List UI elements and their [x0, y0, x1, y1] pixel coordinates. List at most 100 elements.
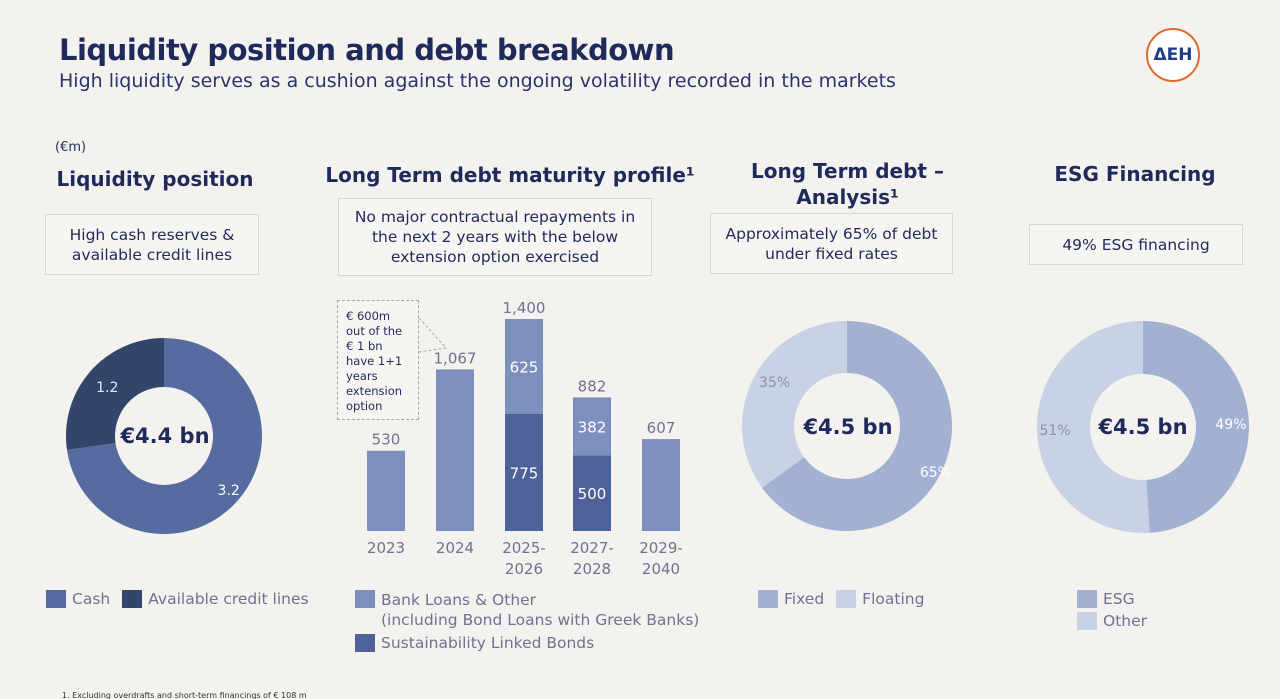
bar-segment-label: 625 — [510, 358, 539, 376]
legend-label-bank: Bank Loans & Other — [381, 591, 537, 609]
x-tick-label: 2024 — [436, 539, 474, 557]
legend-label-credit: Available credit lines — [148, 590, 309, 608]
bar-segment — [505, 413, 543, 531]
donut-value-label: 35% — [759, 375, 790, 391]
analysis-donut: 65% 35% — [742, 321, 952, 531]
bar-segment — [367, 450, 405, 531]
donut-value-label: 3.2 — [218, 483, 240, 499]
maturity-note-line3: extension option exercised — [390, 248, 600, 266]
maturity-bar-chart: 530 2023 1,067 2024 775 625 1,400 2025- 2026 500 3… — [367, 300, 683, 578]
donut-slice-fixed — [762, 321, 952, 531]
bar-segment — [505, 319, 543, 414]
x-tick-label: 2029- — [639, 539, 683, 557]
esg-center-label: €4.5 bn — [1098, 415, 1188, 439]
liquidity-legend: Cash Available credit lines — [46, 590, 309, 608]
donut-slice-other — [1037, 321, 1150, 533]
callout-line: extension — [346, 384, 403, 398]
esg-title: ESG Financing — [1054, 162, 1216, 186]
bar-total-label: 1,067 — [434, 349, 477, 367]
liquidity-center-label: €4.4 bn — [120, 424, 210, 448]
footnote: 1. Excluding overdrafts and short-term f… — [62, 691, 307, 699]
esg-note-line1: 49% ESG financing — [1062, 235, 1210, 254]
callout-line: option — [346, 399, 383, 413]
analysis-title-line2: Analysis¹ — [796, 185, 899, 209]
analysis-title: Long Term debt – Analysis¹ — [720, 158, 975, 210]
bar-total-label: 882 — [578, 377, 607, 395]
donut-slice-floating — [742, 321, 847, 488]
legend-swatch-floating — [836, 590, 857, 608]
x-tick-label: 2023 — [367, 539, 405, 557]
legend-item-bank: Bank Loans & Other (including Bond Loans… — [355, 590, 699, 630]
bar-segment — [436, 369, 474, 531]
bar-segment — [642, 439, 680, 531]
bar-total-label: 607 — [647, 419, 676, 437]
unit-label: (€m) — [55, 140, 87, 155]
maturity-note-box: No major contractual repayments in the n… — [338, 198, 652, 276]
bar-total-label: 1,400 — [503, 300, 546, 317]
legend-label-cash: Cash — [72, 590, 111, 608]
x-tick-label: 2026 — [505, 560, 543, 578]
page-subtitle: High liquidity serves as a cushion again… — [59, 70, 896, 92]
legend-label-slb: Sustainability Linked Bonds — [381, 634, 595, 652]
company-logo: ΔEH — [1146, 28, 1200, 82]
liquidity-note-box: High cash reserves & available credit li… — [45, 214, 259, 275]
donut-slice-cash — [66, 338, 262, 534]
legend-label-floating: Floating — [862, 590, 925, 608]
analysis-note-line1: Approximately 65% of debt — [725, 224, 938, 243]
liquidity-note-line2: available credit lines — [71, 245, 233, 264]
legend-swatch-other — [1077, 612, 1097, 630]
extension-callout: € 600m out of the € 1 bn have 1+1 years … — [337, 300, 419, 420]
liquidity-title: Liquidity position — [56, 167, 254, 191]
bar-segment — [573, 397, 611, 456]
legend-swatch-fixed — [758, 590, 778, 608]
legend-item-esg: ESG — [1077, 590, 1147, 608]
donut-slice-esg — [1143, 321, 1249, 533]
callout-line: years — [346, 369, 378, 383]
esg-donut: 49% 51% — [1037, 321, 1249, 533]
legend-swatch-bank — [355, 590, 375, 608]
callout-line: € 600m — [346, 309, 391, 323]
analysis-center-label: €4.5 bn — [803, 415, 893, 439]
bar-segment-label: 775 — [510, 464, 539, 482]
x-tick-label: 2027- — [570, 539, 614, 557]
donut-value-label: 65% — [920, 465, 951, 481]
esg-note-box: 49% ESG financing — [1029, 224, 1243, 265]
donut-value-label: 51% — [1039, 423, 1070, 439]
legend-label-esg: ESG — [1103, 590, 1135, 608]
callout-line: have 1+1 — [346, 354, 403, 368]
legend-swatch-slb — [355, 634, 375, 652]
esg-legend: ESG Other — [1077, 590, 1147, 630]
legend-swatch-esg — [1077, 590, 1097, 608]
bar-segment — [573, 455, 611, 531]
x-tick-label: 2040 — [642, 560, 680, 578]
x-tick-label: 2025- — [502, 539, 546, 557]
maturity-legend: Bank Loans & Other (including Bond Loans… — [355, 590, 699, 652]
maturity-note-line1: No major contractual repayments in — [354, 208, 636, 226]
donut-value-label: 1.2 — [96, 380, 118, 396]
liquidity-donut: 3.2 1.2 — [66, 338, 262, 534]
analysis-note-line2: under fixed rates — [765, 244, 898, 263]
maturity-note-line2: the next 2 years with the below — [371, 228, 619, 246]
analysis-title-line1: Long Term debt – — [751, 159, 944, 183]
legend-item-slb: Sustainability Linked Bonds — [355, 634, 699, 652]
donut-value-label: 49% — [1215, 417, 1246, 433]
page-title: Liquidity position and debt breakdown — [59, 33, 675, 67]
legend-swatch-credit — [122, 590, 143, 608]
callout-line: € 1 bn — [346, 339, 383, 353]
bar-segment-label: 382 — [578, 418, 607, 436]
analysis-note-box: Approximately 65% of debt under fixed ra… — [710, 213, 953, 274]
legend-label-bank-sub: (including Bond Loans with Greek Banks) — [381, 611, 700, 629]
x-tick-label: 2028 — [573, 560, 611, 578]
analysis-legend: Fixed Floating — [758, 590, 924, 608]
legend-label-fixed: Fixed — [784, 590, 825, 608]
bar-total-label: 530 — [372, 431, 401, 449]
maturity-title: Long Term debt maturity profile¹ — [325, 163, 695, 187]
bar-segment-label: 500 — [578, 485, 607, 503]
legend-item-other: Other — [1077, 612, 1147, 630]
legend-label-other: Other — [1103, 612, 1148, 630]
donut-slice-available-credit-lines — [66, 338, 164, 450]
callout-line: out of the — [346, 324, 403, 338]
legend-swatch-cash — [46, 590, 66, 608]
liquidity-note-line1: High cash reserves & — [69, 225, 235, 244]
